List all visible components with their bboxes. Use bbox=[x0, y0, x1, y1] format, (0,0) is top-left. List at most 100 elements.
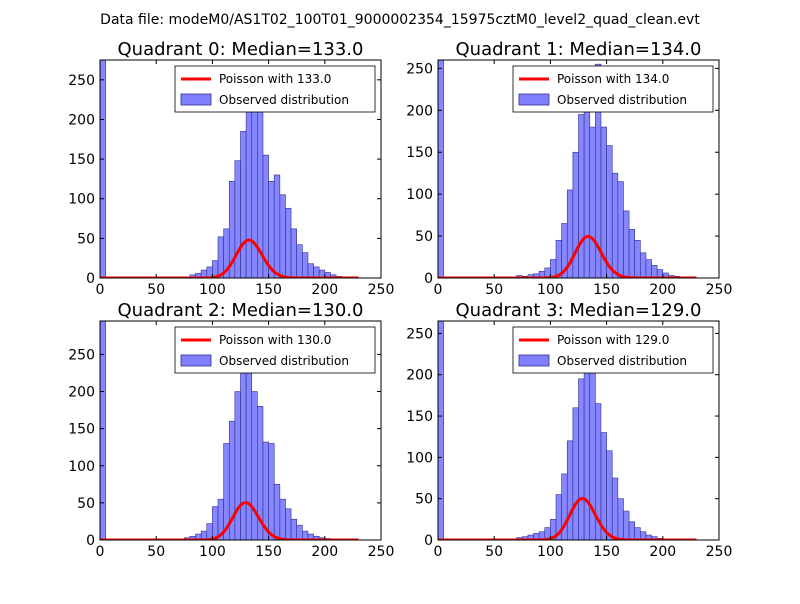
histogram-bar bbox=[285, 508, 292, 540]
histogram-bar bbox=[617, 181, 624, 278]
histogram-bars bbox=[100, 60, 348, 278]
y-tick-label: 200 bbox=[68, 385, 95, 401]
y-tick-label: 200 bbox=[406, 103, 433, 119]
x-tick-label: 100 bbox=[199, 544, 226, 560]
histogram-bar bbox=[296, 524, 303, 540]
x-tick-label: 100 bbox=[199, 282, 226, 298]
histogram-bar bbox=[296, 244, 303, 278]
legend-observed-swatch bbox=[518, 93, 550, 106]
histogram-bar bbox=[245, 87, 253, 278]
y-tick-label: 150 bbox=[406, 145, 433, 161]
histogram-bar bbox=[583, 349, 591, 540]
legend-poisson-label: Poisson with 129.0 bbox=[557, 333, 669, 347]
histogram-bar bbox=[285, 207, 292, 278]
histogram-bar bbox=[206, 523, 213, 540]
panel-title: Quadrant 2: Median=130.0 bbox=[118, 300, 364, 321]
y-tick-label: 50 bbox=[415, 492, 433, 508]
histogram-bar bbox=[572, 407, 579, 540]
quadrant-3-panel: 0 50 100 150 200 250 0 50 100 150 200 250 Quadrant 3… bbox=[406, 300, 732, 560]
histogram-bar bbox=[578, 114, 585, 278]
y-tick-label: 200 bbox=[68, 112, 95, 128]
legend-poisson-label: Poisson with 133.0 bbox=[219, 72, 331, 86]
axes-frame bbox=[99, 59, 382, 279]
histogram-bar bbox=[290, 228, 297, 278]
x-tick-label: 250 bbox=[368, 544, 395, 560]
histogram-bar bbox=[438, 60, 444, 278]
y-tick-label: 150 bbox=[68, 152, 95, 168]
x-tick-label: 0 bbox=[434, 544, 443, 560]
x-tick-label: 50 bbox=[147, 544, 165, 560]
y-tick-label: 250 bbox=[68, 347, 95, 363]
legend: Poisson with 134.0 Observed distribution bbox=[512, 65, 714, 113]
y-tick-label: 0 bbox=[86, 533, 95, 549]
legend-observed-swatch bbox=[180, 354, 212, 367]
y-tick-label: 100 bbox=[406, 187, 433, 203]
y-tick-label: 100 bbox=[68, 459, 95, 475]
histogram-bar bbox=[100, 60, 106, 278]
histogram-bar bbox=[583, 97, 591, 278]
axes-frame bbox=[437, 320, 720, 541]
histogram-bar bbox=[279, 194, 286, 278]
histogram-bar bbox=[240, 354, 247, 540]
histogram-bar bbox=[279, 498, 286, 540]
axes-frame bbox=[99, 320, 382, 541]
y-tick-label: 0 bbox=[86, 271, 95, 287]
quadrant-1-panel: 0 50 100 150 200 250 0 50 100 150 200 250 Quadrant 1… bbox=[406, 39, 732, 298]
panel-title: Quadrant 3: Median=129.0 bbox=[456, 300, 702, 321]
poisson-curve bbox=[100, 238, 359, 278]
histogram-bar bbox=[240, 131, 247, 278]
y-tick-label: 100 bbox=[406, 450, 433, 466]
panel-title: Quadrant 1: Median=134.0 bbox=[456, 39, 702, 60]
legend-observed-label: Observed distribution bbox=[219, 354, 349, 368]
y-tick-label: 200 bbox=[406, 368, 433, 384]
legend: Poisson with 130.0 Observed distribution bbox=[174, 326, 376, 374]
histogram-bar bbox=[628, 521, 636, 540]
legend-poisson-label: Poisson with 134.0 bbox=[557, 72, 669, 86]
y-tick-label: 150 bbox=[406, 409, 433, 425]
x-tick-label: 50 bbox=[485, 282, 503, 298]
histogram-bar bbox=[611, 172, 619, 278]
histogram-bar bbox=[302, 252, 309, 278]
histogram-bar bbox=[623, 510, 630, 540]
histogram-bar bbox=[606, 145, 613, 278]
histogram-bar bbox=[251, 391, 258, 540]
quadrant-2-panel: 0 50 100 150 200 250 0 50 100 150 200 250 Quadrant 2… bbox=[68, 300, 394, 560]
histogram-bar bbox=[623, 210, 630, 278]
histogram-bar bbox=[628, 229, 636, 278]
x-tick-label: 0 bbox=[434, 282, 443, 298]
y-tick-label: 150 bbox=[68, 422, 95, 438]
y-tick-label: 250 bbox=[68, 73, 95, 89]
legend-observed-label: Observed distribution bbox=[557, 93, 687, 107]
histogram-bar bbox=[634, 239, 641, 278]
histogram-bar bbox=[578, 378, 585, 540]
histogram-bar bbox=[572, 151, 579, 278]
histogram-bar bbox=[566, 440, 574, 540]
x-tick-label: 150 bbox=[593, 544, 620, 560]
y-tick-label: 0 bbox=[424, 271, 433, 287]
figure-title: Data file: modeM0/AS1T02_100T01_90000023… bbox=[100, 12, 700, 28]
histogram-bar bbox=[589, 126, 596, 278]
histogram-bars bbox=[438, 321, 669, 540]
histogram-bar bbox=[234, 160, 241, 278]
x-tick-label: 100 bbox=[537, 544, 564, 560]
histogram-bar bbox=[307, 263, 314, 278]
legend-observed-swatch bbox=[518, 354, 550, 367]
histogram-bar bbox=[268, 180, 275, 278]
quadrant-0-panel: 0 50 100 150 200 250 0 50 100 150 200 250 Quadrant 0… bbox=[68, 39, 394, 298]
y-tick-label: 50 bbox=[415, 229, 433, 245]
histogram-bar bbox=[611, 477, 619, 540]
legend-poisson-label: Poisson with 130.0 bbox=[219, 333, 331, 347]
poisson-curve bbox=[438, 497, 697, 540]
histogram-bar bbox=[634, 527, 641, 540]
x-tick-label: 200 bbox=[311, 544, 338, 560]
histogram-bar bbox=[273, 484, 281, 540]
histogram-bar bbox=[100, 321, 106, 540]
legend-observed-label: Observed distribution bbox=[219, 93, 349, 107]
histogram-bars bbox=[438, 60, 680, 278]
histogram-bar bbox=[273, 174, 281, 278]
y-tick-label: 250 bbox=[406, 61, 433, 77]
x-tick-label: 250 bbox=[706, 544, 733, 560]
histogram-bar bbox=[640, 252, 647, 278]
